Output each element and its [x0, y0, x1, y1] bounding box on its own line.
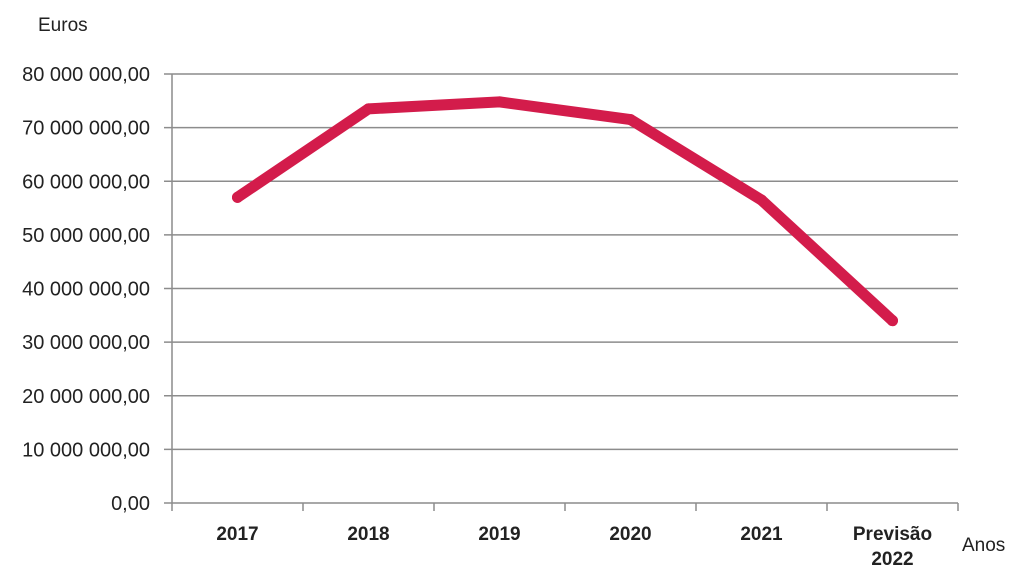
- y-tick-labels: 0,00 10 000 000,00 20 000 000,00 30 000 000…: [22, 64, 150, 515]
- x-tick-label: Previsão 2022: [853, 524, 932, 570]
- x-tick-label: 2021: [740, 524, 783, 545]
- series-lines: [232, 96, 898, 327]
- x-tick-label: 2019: [478, 524, 520, 545]
- x-tick-label: 2018: [347, 524, 389, 545]
- y-tick-label: 50 000 000,00: [22, 225, 150, 247]
- y-tick-label: 30 000 000,00: [22, 332, 150, 354]
- y-tick-label: 0,00: [111, 493, 150, 515]
- y-tick-label: 10 000 000,00: [22, 439, 150, 461]
- y-axis-label: Euros: [38, 15, 88, 36]
- data-point: [494, 96, 505, 108]
- axes: [164, 73, 959, 511]
- y-tick-label: 40 000 000,00: [22, 279, 150, 301]
- data-point: [363, 103, 374, 115]
- x-tick-label: 2020: [609, 524, 651, 545]
- y-tick-label: 80 000 000,00: [22, 64, 150, 86]
- x-axis-label: Anos: [962, 535, 1005, 556]
- y-tick-label: 20 000 000,00: [22, 386, 150, 408]
- gridlines: [172, 73, 958, 451]
- x-tick-labels: 2017 2018 2019 2020 2021 Previsão 2022: [216, 524, 932, 570]
- data-point: [756, 194, 767, 206]
- y-tick-label: 60 000 000,00: [22, 171, 150, 193]
- data-point: [232, 191, 243, 203]
- data-point: [625, 114, 636, 126]
- y-tick-label: 70 000 000,00: [22, 118, 150, 140]
- series-line: [232, 96, 898, 327]
- x-tick-label: 2017: [216, 524, 258, 545]
- data-point: [887, 315, 898, 327]
